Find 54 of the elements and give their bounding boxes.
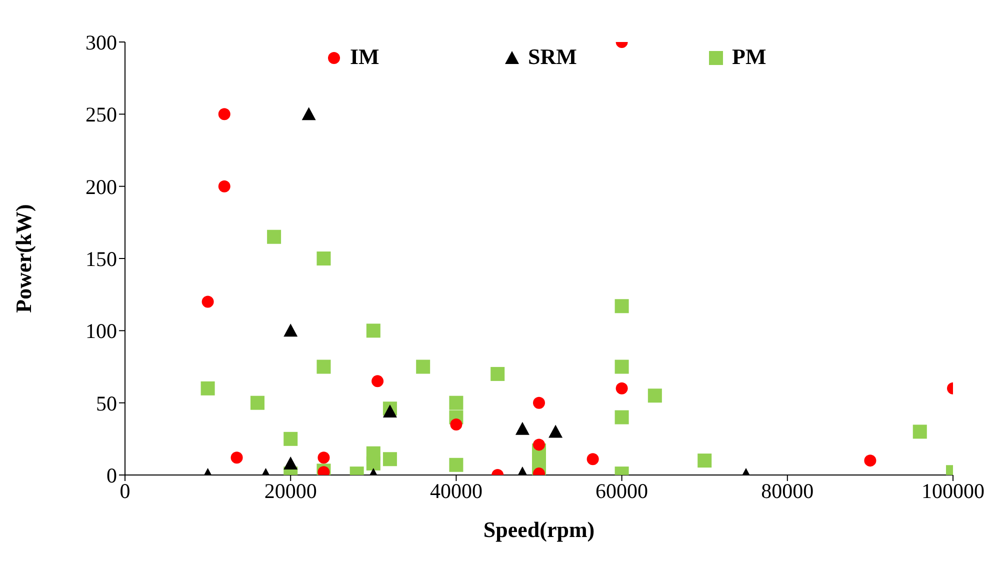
y-tick-label: 250 xyxy=(86,102,117,127)
point xyxy=(230,452,243,464)
point xyxy=(698,454,712,468)
point xyxy=(316,252,331,266)
point xyxy=(218,180,230,192)
legend-label: SRM xyxy=(528,44,577,70)
point xyxy=(316,360,331,374)
point xyxy=(284,432,298,446)
point xyxy=(586,453,599,466)
point xyxy=(284,324,298,337)
point xyxy=(533,396,545,409)
point xyxy=(267,230,282,244)
x-axis-title: Speed(rpm) xyxy=(483,517,595,542)
point xyxy=(302,107,316,120)
y-tick-label: 200 xyxy=(86,174,117,199)
point xyxy=(318,452,330,464)
point xyxy=(614,360,629,374)
y-axis-title: Power(kW) xyxy=(10,204,36,313)
point xyxy=(372,375,384,388)
point xyxy=(366,324,380,338)
x-tick-label: 100000 xyxy=(922,478,984,503)
point xyxy=(648,388,662,403)
y-tick-label: 300 xyxy=(86,30,117,54)
x-tick-label: 80000 xyxy=(761,478,814,503)
point xyxy=(202,296,214,308)
legend-label: PM xyxy=(732,44,766,70)
point xyxy=(490,366,505,381)
point xyxy=(382,452,397,466)
x-tick-label: 20000 xyxy=(264,478,317,503)
point xyxy=(548,424,563,438)
y-tick-label: 50 xyxy=(96,391,117,416)
point xyxy=(533,438,545,451)
point xyxy=(515,422,530,435)
point xyxy=(616,382,628,394)
point xyxy=(250,396,264,410)
x-tick-label: 40000 xyxy=(430,478,482,503)
point xyxy=(864,454,876,467)
point xyxy=(382,404,397,418)
x-tick-label: 60000 xyxy=(596,478,648,503)
point xyxy=(614,410,629,424)
y-tick-label: 150 xyxy=(86,246,117,271)
y-tick-label: 0 xyxy=(106,463,117,488)
point xyxy=(450,418,462,430)
legend-label: IM xyxy=(350,44,380,70)
point xyxy=(449,396,464,410)
point xyxy=(366,456,380,470)
y-tick-label: 100 xyxy=(86,319,117,344)
point xyxy=(912,424,927,439)
point xyxy=(614,299,629,314)
point xyxy=(218,108,230,120)
point xyxy=(284,456,298,470)
point xyxy=(200,381,215,396)
point xyxy=(416,360,430,374)
point xyxy=(449,458,464,472)
